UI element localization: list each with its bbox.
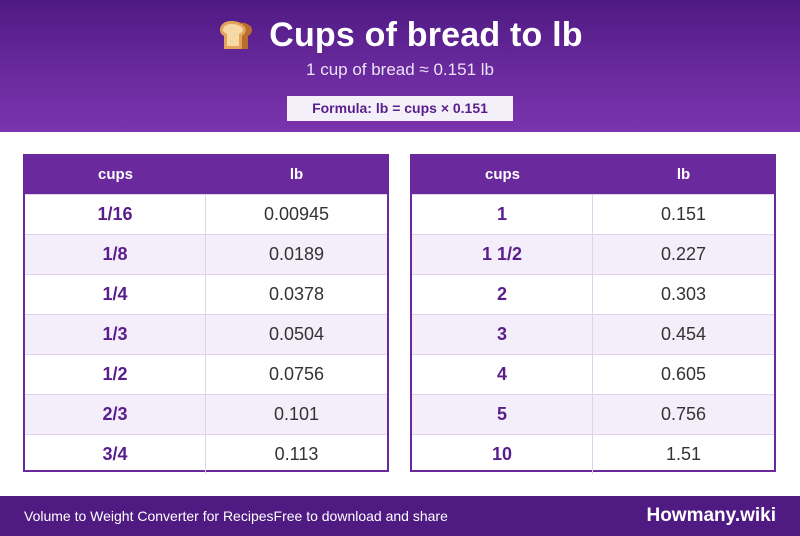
lb-cell: 0.303 bbox=[660, 284, 707, 304]
lb-cell: 0.0378 bbox=[268, 284, 325, 304]
lb-cell: 0.454 bbox=[660, 324, 707, 344]
table-row: 2 0.303 bbox=[412, 274, 774, 314]
table-row: 1 0.151 bbox=[412, 194, 774, 234]
column-header-cups: cups bbox=[484, 166, 520, 183]
lb-cell: 0.151 bbox=[660, 204, 707, 224]
conversion-table-left: cups lb 1/16 0.00945 1/8 0.0189 1/4 0.03… bbox=[23, 154, 389, 474]
column-header-lb: lb bbox=[289, 166, 304, 183]
cups-cell: 1 bbox=[412, 195, 593, 234]
column-header-cups: cups bbox=[97, 166, 133, 183]
conversion-table-right: cups lb 1 0.151 1 1/2 0.227 2 0.303 3 0.… bbox=[410, 154, 776, 474]
footer-tagline: Volume to Weight Converter for RecipesFr… bbox=[24, 508, 448, 524]
formula-badge: Formula: lb = cups × 0.151 bbox=[287, 96, 513, 121]
table-row: 1/3 0.0504 bbox=[25, 314, 387, 354]
cups-cell: 10 bbox=[412, 435, 593, 474]
table-row: 3/4 0.113 bbox=[25, 434, 387, 474]
cups-cell: 2/3 bbox=[25, 395, 206, 434]
lb-cell: 0.113 bbox=[274, 444, 319, 464]
table-row: 1/2 0.0756 bbox=[25, 354, 387, 394]
title-row: Cups of bread to lb bbox=[0, 13, 800, 57]
cups-cell: 4 bbox=[412, 355, 593, 394]
cups-cell: 1/16 bbox=[25, 195, 206, 234]
cups-cell: 2 bbox=[412, 275, 593, 314]
brand-logo-text[interactable]: Howmany.wiki bbox=[646, 505, 776, 526]
cups-cell: 1 1/2 bbox=[412, 235, 593, 274]
cups-cell: 1/3 bbox=[25, 315, 206, 354]
lb-cell: 0.0189 bbox=[268, 244, 325, 264]
cups-cell: 3 bbox=[412, 315, 593, 354]
cups-cell: 5 bbox=[412, 395, 593, 434]
lb-cell: 0.227 bbox=[660, 244, 707, 264]
lb-cell: 0.0756 bbox=[268, 364, 325, 384]
page-title: Cups of bread to lb bbox=[269, 15, 583, 54]
table-row: 1/4 0.0378 bbox=[25, 274, 387, 314]
table-row: 2/3 0.101 bbox=[25, 394, 387, 434]
column-header-lb: lb bbox=[676, 166, 691, 183]
lb-cell: 1.51 bbox=[665, 444, 702, 464]
table-row: 5 0.756 bbox=[412, 394, 774, 434]
footer-bar: Volume to Weight Converter for RecipesFr… bbox=[0, 496, 800, 536]
cups-cell: 1/4 bbox=[25, 275, 206, 314]
table-header: cups lb bbox=[25, 156, 387, 194]
table-row: 1/16 0.00945 bbox=[25, 194, 387, 234]
table-row: 4 0.605 bbox=[412, 354, 774, 394]
table-header: cups lb bbox=[412, 156, 774, 194]
cups-cell: 1/8 bbox=[25, 235, 206, 274]
cups-cell: 1/2 bbox=[25, 355, 206, 394]
conversion-subtitle: 1 cup of bread ≈ 0.151 lb bbox=[306, 60, 494, 79]
cups-cell: 3/4 bbox=[25, 435, 206, 474]
table-row: 1/8 0.0189 bbox=[25, 234, 387, 274]
lb-cell: 0.756 bbox=[660, 404, 707, 424]
lb-cell: 0.00945 bbox=[263, 204, 330, 224]
table-row: 1 1/2 0.227 bbox=[412, 234, 774, 274]
header-banner: Cups of bread to lb 1 cup of bread ≈ 0.1… bbox=[0, 0, 800, 132]
table-row: 10 1.51 bbox=[412, 434, 774, 474]
table-row: 3 0.454 bbox=[412, 314, 774, 354]
lb-cell: 0.101 bbox=[273, 404, 320, 424]
lb-cell: 0.0504 bbox=[268, 324, 325, 344]
bread-icon bbox=[220, 21, 253, 49]
lb-cell: 0.605 bbox=[660, 364, 707, 384]
